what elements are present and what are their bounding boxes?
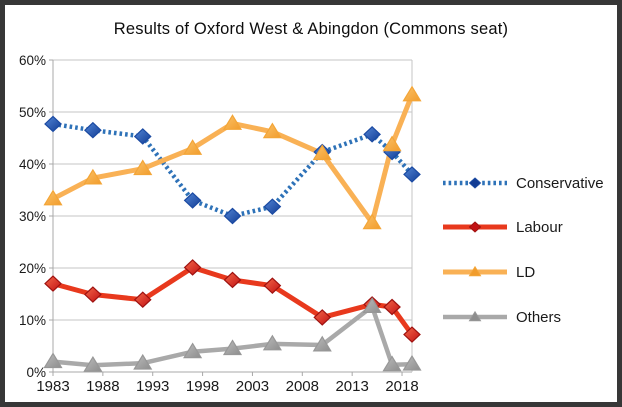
marker-others <box>183 342 203 359</box>
y-axis-label: 50% <box>19 105 46 120</box>
marker-others <box>222 339 243 356</box>
legend-marker <box>468 177 482 189</box>
marker-labour <box>383 298 401 316</box>
x-axis-label: 1983 <box>36 378 69 395</box>
marker-labour <box>223 271 242 289</box>
legend-label: Labour <box>516 218 563 236</box>
legend-marker <box>468 310 482 322</box>
legend-item-conservative: Conservative <box>442 173 604 193</box>
series-line-labour <box>52 264 415 337</box>
marker-conservative <box>84 121 102 139</box>
legend-swatch-ld <box>443 265 507 277</box>
marker-conservative <box>363 126 381 143</box>
legend-label: LD <box>516 263 536 281</box>
legend-label: Others <box>516 308 562 326</box>
legend-item-labour: Labour <box>442 217 563 237</box>
marker-labour <box>84 286 102 303</box>
marker-others <box>133 353 153 370</box>
marker-labour <box>313 309 332 326</box>
x-axis-label: 1988 <box>86 378 119 395</box>
marker-labour <box>263 277 282 295</box>
marker-ld <box>183 139 203 155</box>
marker-conservative <box>183 192 202 209</box>
x-axis-label: 2013 <box>335 378 368 395</box>
marker-conservative <box>263 198 282 215</box>
marker-ld <box>382 135 402 152</box>
legend-marker <box>468 221 482 233</box>
legend-label: Conservative <box>516 174 604 192</box>
marker-others <box>83 355 103 372</box>
legend-item-others: Others <box>442 307 561 327</box>
marker-conservative <box>133 128 152 145</box>
marker-labour <box>44 275 62 292</box>
marker-others <box>262 334 282 351</box>
y-axis-label: 40% <box>19 157 46 172</box>
y-axis-label: 60% <box>19 53 46 68</box>
marker-conservative <box>403 166 421 183</box>
legend-marker <box>468 265 482 277</box>
legend-item-ld: LD <box>442 262 535 282</box>
marker-labour <box>183 259 202 276</box>
x-axis-label: 2008 <box>286 378 319 395</box>
marker-conservative <box>44 115 62 133</box>
legend-swatch-labour <box>443 221 507 233</box>
series-line-ld <box>51 93 415 226</box>
x-axis-label: 2003 <box>236 378 269 395</box>
marker-ld <box>222 114 243 130</box>
series-line-others <box>52 304 413 368</box>
marker-others <box>402 354 422 371</box>
marker-ld <box>133 159 153 176</box>
plot-area: 0% 10% 20% 30% 40% 50% 60% 1983 1988 1993 1998 2003… <box>19 53 422 395</box>
marker-labour <box>133 291 152 309</box>
y-axis-label: 20% <box>19 261 46 276</box>
marker-ld <box>312 144 332 161</box>
marker-ld <box>262 122 282 139</box>
marker-others <box>362 297 382 313</box>
marker-labour <box>403 326 421 343</box>
marker-others <box>43 352 63 369</box>
marker-ld <box>83 168 103 185</box>
chart-title: Results of Oxford West & Abingdon (Commo… <box>113 20 509 38</box>
legend-swatch-others <box>443 310 507 322</box>
x-axis-label: 2018 <box>385 378 418 395</box>
marker-others <box>382 355 402 372</box>
marker-ld <box>362 213 382 230</box>
y-axis-label: 30% <box>19 209 46 224</box>
marker-ld <box>402 85 422 102</box>
y-axis-label: 10% <box>19 313 46 328</box>
legend: Conservative Labour LD Others <box>442 5 612 402</box>
legend-swatch-conservative <box>443 177 507 189</box>
marker-others <box>312 335 332 352</box>
marker-conservative <box>223 207 242 225</box>
x-axis-label: 1993 <box>136 378 169 395</box>
marker-ld <box>43 189 63 206</box>
x-axis-label: 1998 <box>186 378 219 395</box>
y-axis-label: 0% <box>26 365 46 380</box>
